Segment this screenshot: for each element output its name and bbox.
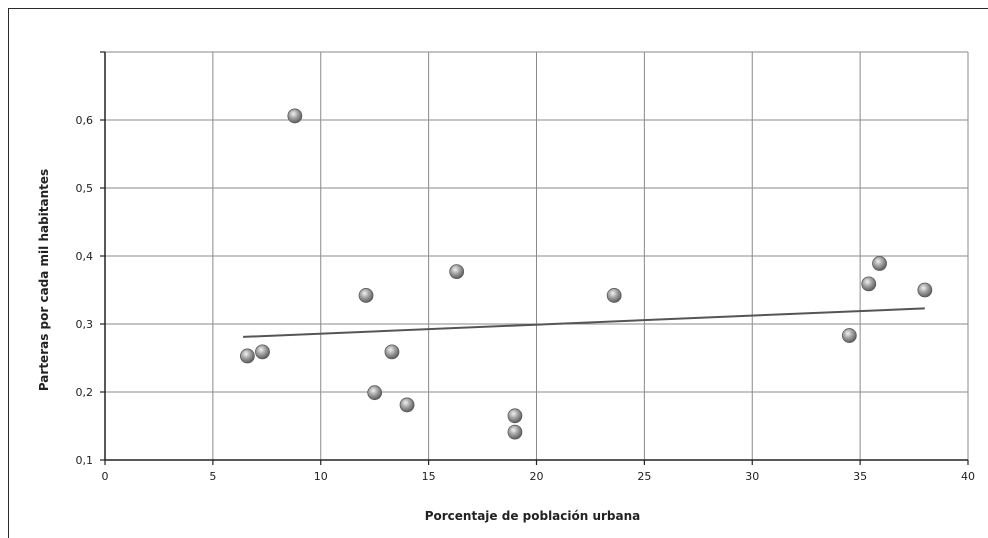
data-point (507, 424, 523, 440)
data-point (287, 108, 303, 124)
data-point (239, 348, 255, 364)
trendline-segment (243, 307, 925, 338)
data-point (841, 328, 857, 343)
x-tick-label: 40 (961, 470, 975, 483)
x-tick-label: 5 (209, 470, 216, 483)
data-point (917, 282, 933, 298)
x-tick-label: 0 (102, 470, 109, 483)
grid (104, 51, 969, 461)
y-tick-label: 0,2 (76, 386, 94, 399)
data-point (507, 408, 523, 424)
y-tick-label: 0,6 (76, 114, 94, 127)
y-axis-title: Parteras por cada mil habitantes (37, 169, 51, 391)
data-points (239, 108, 933, 440)
data-point (255, 344, 270, 360)
axes (100, 51, 969, 465)
data-point (399, 397, 415, 413)
data-point (872, 256, 887, 271)
data-point (358, 288, 374, 303)
data-point (606, 288, 622, 303)
y-tick-label: 0,1 (76, 454, 94, 467)
y-tick-label: 0,3 (76, 318, 94, 331)
x-tick-label: 30 (745, 470, 759, 483)
data-point (367, 385, 383, 401)
x-tick-label: 35 (853, 470, 867, 483)
x-tick-label: 20 (530, 470, 544, 483)
y-tick-labels: 0,1 0,2 0,3 0,4 0,5 0,6 (76, 114, 94, 467)
x-tick-label: 15 (422, 470, 436, 483)
data-point (449, 264, 465, 280)
x-tick-labels: 0 5 10 15 20 25 30 35 40 (102, 470, 976, 483)
data-point (384, 344, 400, 360)
y-tick-label: 0,4 (76, 250, 94, 263)
x-tick-label: 10 (314, 470, 328, 483)
chart-frame (8, 8, 988, 538)
data-point (861, 276, 877, 292)
y-tick-label: 0,5 (76, 182, 94, 195)
trendline (243, 307, 925, 338)
x-tick-label: 25 (637, 470, 651, 483)
x-axis-title: Porcentaje de población urbana (425, 509, 641, 523)
